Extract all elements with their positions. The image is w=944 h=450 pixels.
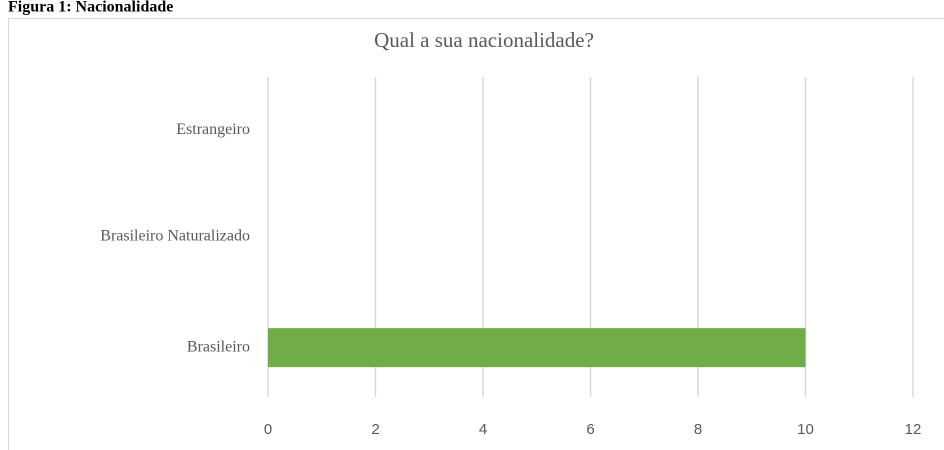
x-tick-label: 6 <box>586 421 594 438</box>
y-tick-label: Estrangeiro <box>176 121 250 138</box>
y-tick-label: Brasileiro <box>187 338 250 355</box>
caption: Figura 1: Nacionalidade <box>8 0 173 16</box>
x-tick-label: 8 <box>694 421 702 438</box>
x-tick-label: 4 <box>479 421 487 438</box>
x-tick-label: 2 <box>371 421 379 438</box>
x-tick-label: 12 <box>905 421 922 438</box>
x-tick-label: 0 <box>264 421 272 438</box>
chart-border <box>8 18 944 450</box>
bar <box>268 328 806 368</box>
chart-title: Qual a sua nacionalidade? <box>374 28 594 52</box>
y-tick-label: Brasileiro Naturalizado <box>100 228 250 245</box>
x-tick-label: 10 <box>797 421 814 438</box>
